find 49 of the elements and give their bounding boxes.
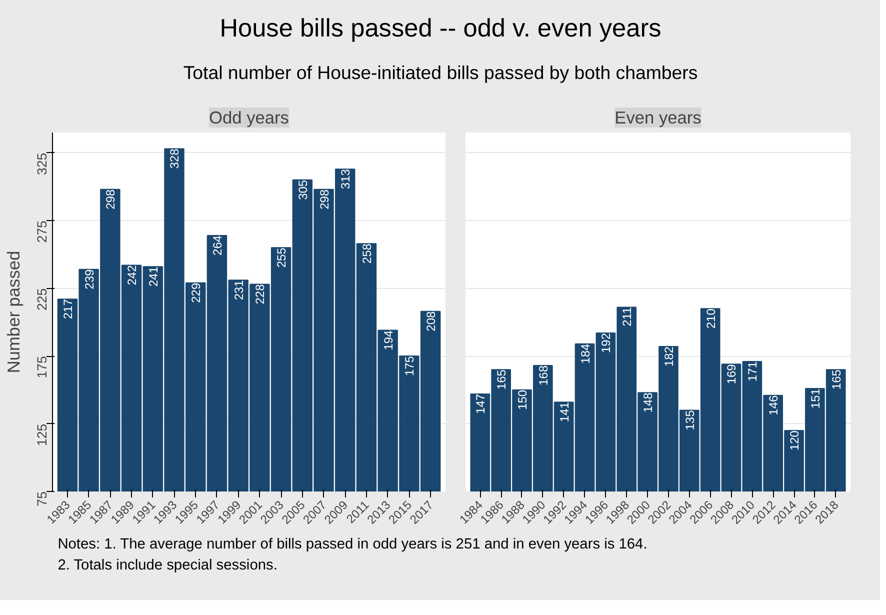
y-tick-label: 125	[34, 424, 50, 446]
text: Notes: 1. The average number of bills passed in odd years is 251 and in even years is 164.	[58, 536, 648, 552]
data-label: 171	[746, 361, 760, 382]
data-label: 147	[474, 394, 488, 414]
chart-title: Even years	[614, 108, 702, 128]
text: Total number of House-initiated bills passed by both chambers	[183, 62, 698, 83]
data-label: 194	[381, 330, 396, 350]
data-label: 298	[104, 189, 118, 210]
data-label: 168	[536, 365, 550, 386]
data-label: 229	[189, 282, 204, 303]
data-label: 241	[146, 266, 160, 287]
data-label: 146	[766, 394, 781, 416]
data-label: 182	[662, 346, 676, 367]
data-label: 135	[682, 410, 697, 430]
data-label: 175	[402, 356, 417, 376]
data-label: 258	[360, 243, 374, 264]
y-tick-label: 175	[34, 356, 50, 378]
data-label: 305	[296, 180, 310, 200]
data-label: 217	[60, 298, 75, 320]
y-tick-label: 225	[34, 288, 50, 311]
data-label: 210	[704, 308, 718, 329]
data-label: 150	[515, 390, 530, 410]
data-label: 242	[125, 264, 140, 286]
data-label: 255	[274, 247, 289, 268]
data-label: 328	[168, 148, 182, 169]
data-label: 165	[829, 369, 844, 390]
data-label: 151	[808, 388, 822, 409]
data-label: 208	[424, 310, 438, 332]
data-label: 228	[253, 284, 268, 304]
y-tick-label: 275	[34, 220, 50, 243]
data-label: 169	[724, 364, 739, 384]
data-label: 211	[620, 306, 634, 326]
data-label: 184	[578, 344, 592, 364]
data-label: 192	[599, 332, 614, 354]
data-label: 239	[82, 269, 96, 290]
text: 2. Totals include special sessions.	[58, 558, 278, 574]
data-label: 231	[232, 280, 246, 300]
data-label: 264	[210, 235, 224, 256]
y-axis-title: Number passed	[4, 250, 24, 374]
data-label: 298	[317, 189, 332, 210]
data-label: 141	[557, 402, 572, 422]
y-tick-label: 75	[34, 491, 50, 506]
y-tick-label: 325	[34, 152, 50, 176]
text: House bills passed -- odd v. even years	[220, 14, 662, 42]
data-label: 148	[641, 392, 656, 413]
data-label: 120	[788, 430, 802, 451]
data-label: 165	[494, 369, 509, 390]
data-label: 313	[338, 168, 353, 190]
chart-title: Odd years	[209, 108, 290, 128]
